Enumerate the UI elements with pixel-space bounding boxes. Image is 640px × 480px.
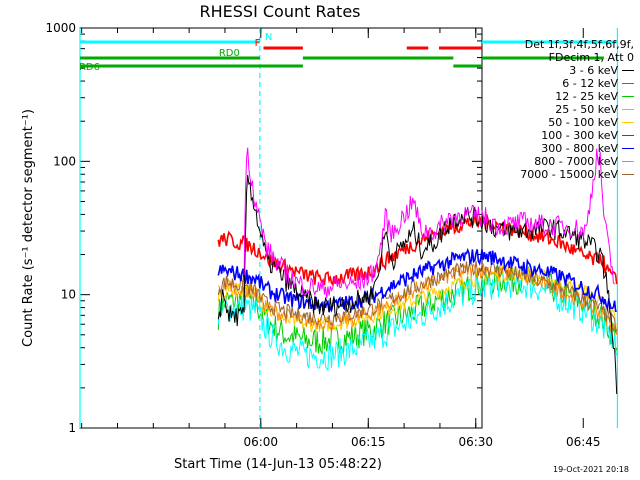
y-tick-label: 1000 bbox=[45, 21, 76, 35]
legend-entry-swatch bbox=[622, 70, 634, 71]
reference-lines bbox=[79, 28, 619, 428]
legend-entry: 3 - 6 keV bbox=[478, 64, 634, 77]
y-axis-label: Count Rate (s⁻¹ detector segment⁻¹) bbox=[21, 109, 36, 347]
series-line-0 bbox=[217, 174, 618, 395]
legend-entry-label: 300 - 800 keV bbox=[541, 142, 618, 155]
legend-entry-swatch bbox=[622, 109, 634, 110]
chart-title: RHESSI Count Rates bbox=[200, 2, 361, 21]
legend-entry-label: 3 - 6 keV bbox=[569, 64, 618, 77]
legend-entry: 50 - 100 keV bbox=[478, 116, 634, 129]
y-tick-label: 1 bbox=[68, 421, 76, 435]
legend-entry: 800 - 7000 keV bbox=[478, 155, 634, 168]
legend-entry-swatch bbox=[622, 148, 634, 149]
data-series bbox=[217, 147, 618, 395]
legend-entry-label: 12 - 25 keV bbox=[555, 90, 618, 103]
series-line-6 bbox=[217, 247, 617, 313]
footer-timestamp: 19-Oct-2021 20:18 bbox=[553, 465, 629, 474]
legend-entry-swatch bbox=[622, 161, 634, 162]
legend-entry-swatch bbox=[622, 174, 634, 175]
legend-entry-swatch bbox=[622, 83, 634, 84]
x-tick-label: 06:15 bbox=[351, 435, 386, 449]
plot-frame bbox=[79, 27, 483, 429]
legend-entry-swatch bbox=[622, 122, 634, 123]
series-line-1 bbox=[243, 147, 615, 299]
legend-entry-label: 7000 - 15000 keV bbox=[520, 168, 618, 181]
legend-header-line-2: FDecim 1, Att 0 bbox=[548, 51, 634, 64]
legend-entry-swatch bbox=[622, 135, 634, 136]
legend-entry: 7000 - 15000 keV bbox=[478, 168, 634, 181]
legend-entry-label: 25 - 50 keV bbox=[555, 103, 618, 116]
legend-entry-swatch bbox=[622, 96, 634, 97]
legend-entry: 25 - 50 keV bbox=[478, 103, 634, 116]
flag-label-n: N bbox=[265, 32, 272, 43]
legend-entry: 300 - 800 keV bbox=[478, 142, 634, 155]
legend-entry-label: 100 - 300 keV bbox=[541, 129, 618, 142]
legend-entry-label: 6 - 12 keV bbox=[562, 77, 618, 90]
legend: Det 1f,3f,4f,5f,6f,9f, FDecim 1, Att 0 3… bbox=[478, 38, 634, 181]
x-axis-label: Start Time (14-Jun-13 05:48:22) bbox=[174, 457, 382, 472]
legend-entry: 6 - 12 keV bbox=[478, 77, 634, 90]
series-line-2 bbox=[217, 264, 618, 356]
series-line-8 bbox=[217, 259, 618, 333]
x-tick-label: 06:00 bbox=[243, 435, 278, 449]
series-line-3 bbox=[217, 269, 618, 372]
x-tick-label: 06:30 bbox=[458, 435, 493, 449]
legend-entry: 100 - 300 keV bbox=[478, 129, 634, 142]
y-tick-label: 100 bbox=[53, 154, 76, 168]
legend-entry-label: 50 - 100 keV bbox=[548, 116, 618, 129]
flag-bars: NF RD0 RD6 bbox=[79, 32, 618, 73]
flag-label-rd0: RD0 bbox=[219, 48, 240, 59]
legend-entry-label: 800 - 7000 keV bbox=[534, 155, 618, 168]
legend-entry: 12 - 25 keV bbox=[478, 90, 634, 103]
flag-label-f: F bbox=[255, 38, 261, 49]
y-tick-label: 10 bbox=[61, 288, 76, 302]
legend-header-line-1: Det 1f,3f,4f,5f,6f,9f, bbox=[524, 38, 634, 51]
x-tick-label: 06:45 bbox=[566, 435, 601, 449]
flag-label-rd6: RD6 bbox=[79, 62, 100, 73]
